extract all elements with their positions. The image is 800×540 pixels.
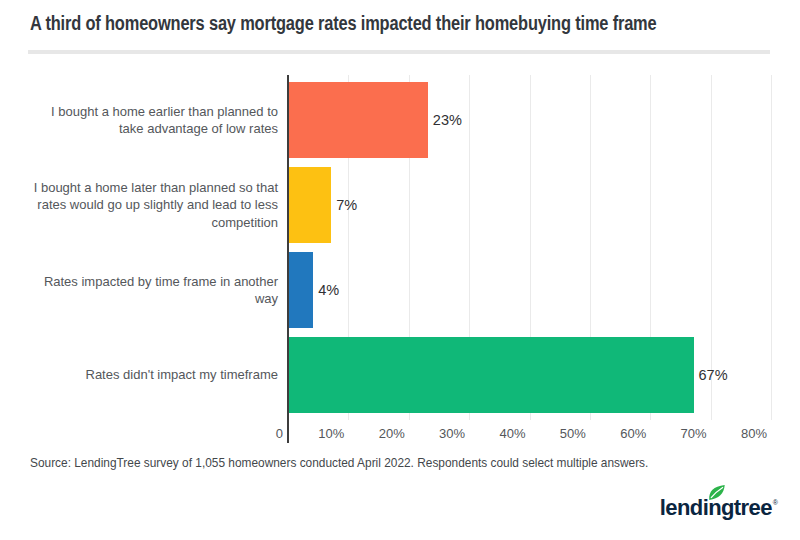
x-tick-label: 20% xyxy=(379,426,405,441)
x-tick-label: 30% xyxy=(439,426,465,441)
category-label: I bought a home later than planned so th… xyxy=(24,167,278,243)
registered-mark: ® xyxy=(773,499,778,506)
bar xyxy=(289,167,331,243)
bar xyxy=(289,337,694,413)
x-tick-label: 70% xyxy=(681,426,707,441)
x-tick-label: 80% xyxy=(741,426,767,441)
category-label: I bought a home earlier than planned to … xyxy=(24,82,278,158)
leaf-icon xyxy=(706,484,727,501)
logo-text: lendingtree xyxy=(660,497,772,519)
category-label: Rates impacted by time frame in another … xyxy=(24,252,278,328)
x-tick-label: 50% xyxy=(560,426,586,441)
bar-value-label: 7% xyxy=(336,167,357,243)
source-note: Source: LendingTree survey of 1,055 home… xyxy=(30,455,648,470)
category-label: Rates didn't impact my timeframe xyxy=(24,337,278,413)
bar xyxy=(289,82,428,158)
x-tick-label: 10% xyxy=(318,426,344,441)
lendingtree-logo: lendingtree ® xyxy=(660,497,778,519)
bar xyxy=(289,252,313,328)
x-tick-label: 60% xyxy=(620,426,646,441)
infographic: A third of homeowners say mortgage rates… xyxy=(0,0,800,540)
gridline xyxy=(771,75,772,420)
x-tick-label: 0 xyxy=(276,426,283,441)
x-tick-label: 40% xyxy=(499,426,525,441)
bar-value-label: 67% xyxy=(699,337,728,413)
bar-value-label: 4% xyxy=(318,252,339,328)
bar-value-label: 23% xyxy=(433,82,462,158)
